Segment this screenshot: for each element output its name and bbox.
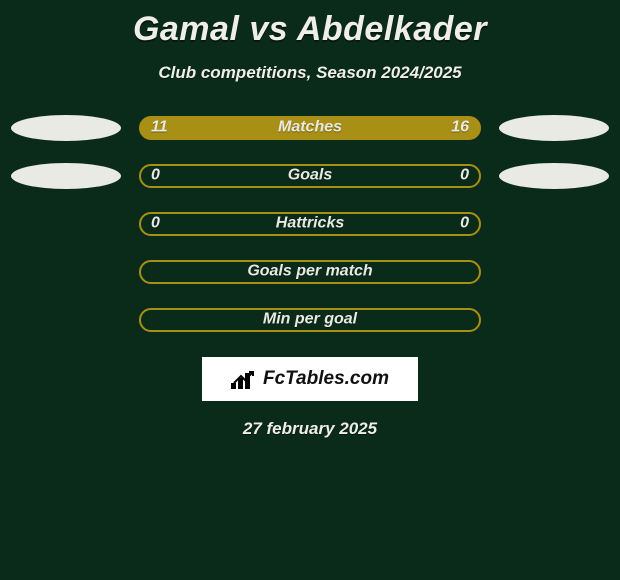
stat-label: Hattricks <box>276 215 344 233</box>
stat-row: 0 Goals 0 <box>0 163 620 189</box>
fctables-chart-icon <box>231 369 257 389</box>
stat-left-value: 11 <box>151 119 168 137</box>
stat-right-value: 16 <box>451 119 469 137</box>
stat-right-value: 0 <box>460 215 469 233</box>
right-ellipse <box>499 163 609 189</box>
stat-bar-goals-per-match: Goals per match <box>139 260 481 284</box>
logo-text: FcTables.com <box>263 368 389 390</box>
stat-row: 0 Hattricks 0 <box>0 211 620 237</box>
logo-box: FcTables.com <box>202 357 418 401</box>
left-spacer <box>11 307 121 333</box>
stat-row: Min per goal <box>0 307 620 333</box>
date-text: 27 february 2025 <box>0 419 620 439</box>
stat-row: 11 Matches 16 <box>0 115 620 141</box>
stat-bar-min-per-goal: Min per goal <box>139 308 481 332</box>
right-spacer <box>499 307 609 333</box>
right-spacer <box>499 211 609 237</box>
stat-label: Min per goal <box>263 311 357 329</box>
stat-left-value: 0 <box>151 215 160 233</box>
stat-row: Goals per match <box>0 259 620 285</box>
stat-bar-matches: 11 Matches 16 <box>139 116 481 140</box>
stat-label: Goals <box>288 167 332 185</box>
stats-rows: 11 Matches 16 0 Goals 0 0 Hattricks 0 <box>0 115 620 333</box>
stat-bar-hattricks: 0 Hattricks 0 <box>139 212 481 236</box>
right-ellipse <box>499 115 609 141</box>
stat-label: Goals per match <box>247 263 372 281</box>
stat-right-value: 0 <box>460 167 469 185</box>
left-ellipse <box>11 115 121 141</box>
comparison-card: Gamal vs Abdelkader Club competitions, S… <box>0 0 620 580</box>
trend-arrow-icon <box>233 371 255 385</box>
left-ellipse <box>11 163 121 189</box>
right-spacer <box>499 259 609 285</box>
stat-left-value: 0 <box>151 167 160 185</box>
page-title: Gamal vs Abdelkader <box>0 0 620 49</box>
page-subtitle: Club competitions, Season 2024/2025 <box>0 63 620 83</box>
stat-label: Matches <box>278 119 342 137</box>
stat-bar-goals: 0 Goals 0 <box>139 164 481 188</box>
left-spacer <box>11 259 121 285</box>
left-spacer <box>11 211 121 237</box>
